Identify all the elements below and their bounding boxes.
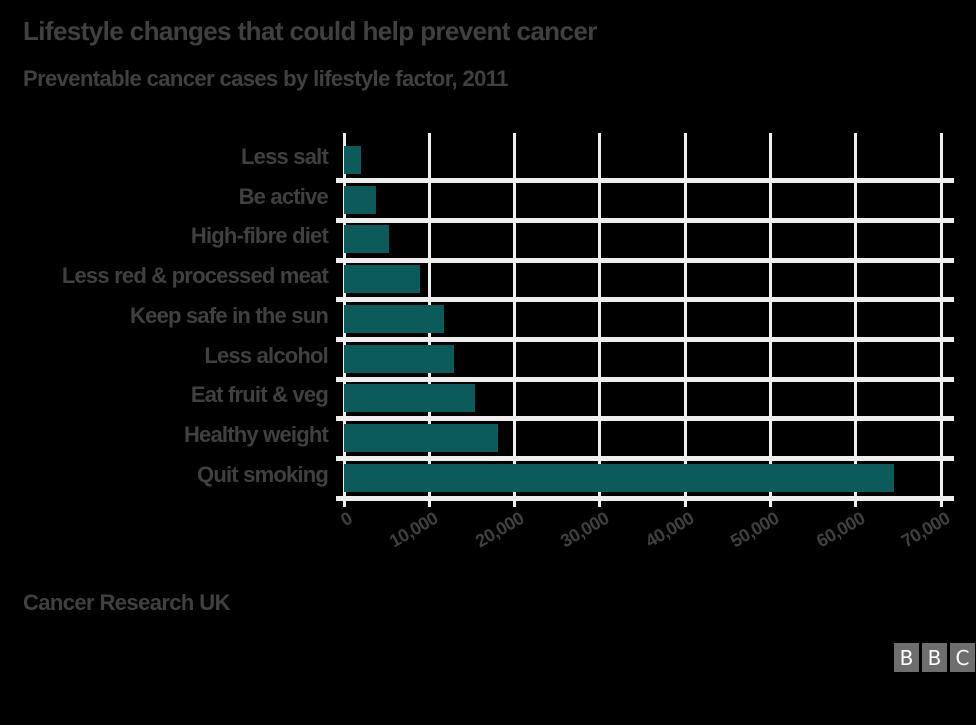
bar — [344, 265, 420, 294]
x-tick-label: 10,000 — [386, 508, 442, 552]
horizontal-gridline — [336, 337, 954, 342]
category-label: Less alcohol — [204, 342, 328, 368]
x-tick-label: 30,000 — [556, 508, 612, 552]
category-label: Quit smoking — [197, 461, 329, 487]
bar — [344, 225, 390, 254]
vertical-gridline — [683, 133, 687, 507]
bbc-logo-block: B — [922, 643, 947, 672]
x-tick-label: 70,000 — [898, 508, 954, 552]
bbc-logo-block: C — [950, 643, 975, 672]
bar — [344, 463, 895, 492]
chart-subtitle: Preventable cancer cases by lifestyle fa… — [23, 66, 508, 91]
vertical-gridline — [939, 133, 943, 507]
category-label: High-fibre diet — [190, 223, 329, 249]
horizontal-gridline — [336, 257, 954, 263]
x-tick-label: 50,000 — [727, 508, 783, 552]
bar — [344, 384, 475, 413]
x-tick-label: 0 — [337, 508, 356, 531]
vertical-gridline — [598, 133, 602, 507]
horizontal-gridline — [336, 495, 954, 501]
vertical-gridline — [513, 133, 517, 507]
category-label: Keep safe in the sun — [130, 302, 329, 328]
horizontal-gridline — [336, 217, 954, 223]
bar — [344, 344, 455, 373]
category-label: Be active — [238, 183, 329, 209]
horizontal-gridline — [336, 416, 954, 422]
bbc-logo: B B C — [894, 643, 975, 672]
source-label: Cancer Research UK — [23, 590, 230, 615]
x-tick-label: 60,000 — [812, 508, 868, 552]
horizontal-gridline — [336, 376, 954, 382]
vertical-gridline — [769, 133, 772, 507]
bar — [344, 304, 444, 333]
category-label: Less salt — [241, 144, 329, 169]
vertical-gridline — [854, 133, 858, 507]
bar — [344, 423, 499, 452]
x-tick-label: 40,000 — [642, 508, 698, 552]
category-label: Eat fruit & veg — [190, 382, 329, 408]
x-tick-label: 20,000 — [471, 508, 527, 552]
category-label: Healthy weight — [183, 421, 329, 447]
chart-title: Lifestyle changes that could help preven… — [23, 16, 597, 46]
bar-chart: 0 10,000 20,000 30,000 40,000 50,000 60,000 70,… — [61, 133, 954, 552]
bar — [344, 185, 376, 214]
bbc-logo-block: B — [894, 643, 919, 672]
horizontal-gridline — [336, 456, 954, 462]
horizontal-gridline — [336, 297, 954, 303]
category-label: Less red & processed meat — [61, 263, 329, 289]
bar — [344, 146, 362, 174]
horizontal-gridline — [336, 178, 954, 184]
